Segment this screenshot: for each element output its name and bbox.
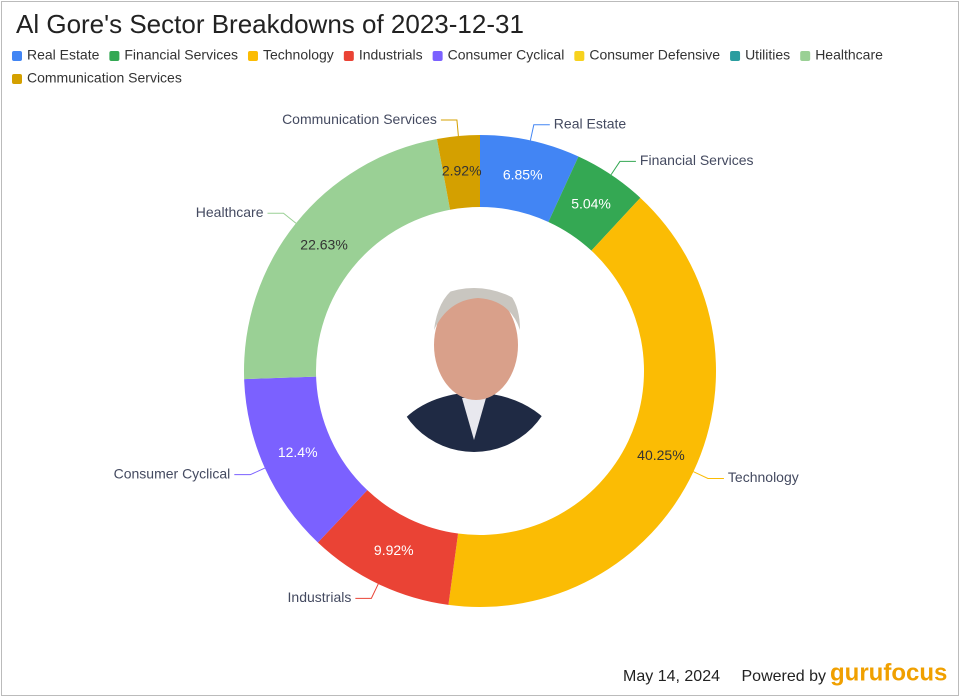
legend-swatch <box>800 51 811 61</box>
legend-label: Healthcare <box>815 47 883 63</box>
value-label: 12.4% <box>278 444 318 460</box>
legend-swatch <box>343 51 354 61</box>
leader-line <box>440 119 459 137</box>
slice-label: Healthcare <box>196 204 264 220</box>
donut-slice <box>436 135 480 210</box>
slice-label: Communication Services <box>282 111 437 127</box>
slice-label: Technology <box>728 469 799 485</box>
donut-slice <box>448 197 716 607</box>
legend-swatch <box>247 51 258 61</box>
leader-line <box>234 467 266 476</box>
chart-title: Al Gore's Sector Breakdowns of 2023-12-3… <box>16 9 524 39</box>
donut-slice <box>244 138 451 380</box>
donut-slice <box>244 376 368 543</box>
brand-logo: gurufocus <box>830 659 947 686</box>
leader-line <box>529 124 550 141</box>
donut-slice <box>480 135 579 222</box>
legend-label: Industrials <box>359 47 423 63</box>
legend-swatch <box>574 51 585 61</box>
leader-line <box>610 160 636 176</box>
value-label: 5.04% <box>571 195 611 211</box>
value-label: 9.92% <box>374 542 414 558</box>
legend-swatch <box>12 51 22 61</box>
legend-label: Utilities <box>745 47 790 63</box>
value-label: 6.85% <box>503 166 543 182</box>
legend-label: Communication Services <box>27 70 182 86</box>
value-label: 22.63% <box>300 236 347 252</box>
legend-swatch <box>12 74 22 84</box>
donut-slice <box>548 156 641 251</box>
slice-label: Financial Services <box>640 152 754 168</box>
legend-label: Real Estate <box>27 47 100 63</box>
leader-line <box>355 583 379 599</box>
footer-date: May 14, 2024 <box>623 668 720 685</box>
slice-label: Consumer Cyclical <box>114 465 231 481</box>
legend-swatch <box>730 51 741 61</box>
legend-label: Financial Services <box>124 47 238 63</box>
leader-line <box>693 471 724 479</box>
legend-label: Consumer Defensive <box>589 47 720 63</box>
legend-label: Consumer Cyclical <box>448 47 565 63</box>
value-label: 2.92% <box>442 163 482 179</box>
legend-swatch <box>109 51 120 61</box>
value-label: 40.25% <box>637 447 684 463</box>
donut-slice <box>317 490 459 605</box>
leader-line <box>267 212 297 224</box>
legend-swatch <box>432 51 443 61</box>
slice-label: Industrials <box>288 589 352 605</box>
slice-label: Real Estate <box>554 116 627 132</box>
powered-by: Powered by <box>742 668 827 685</box>
legend-label: Technology <box>263 47 334 63</box>
